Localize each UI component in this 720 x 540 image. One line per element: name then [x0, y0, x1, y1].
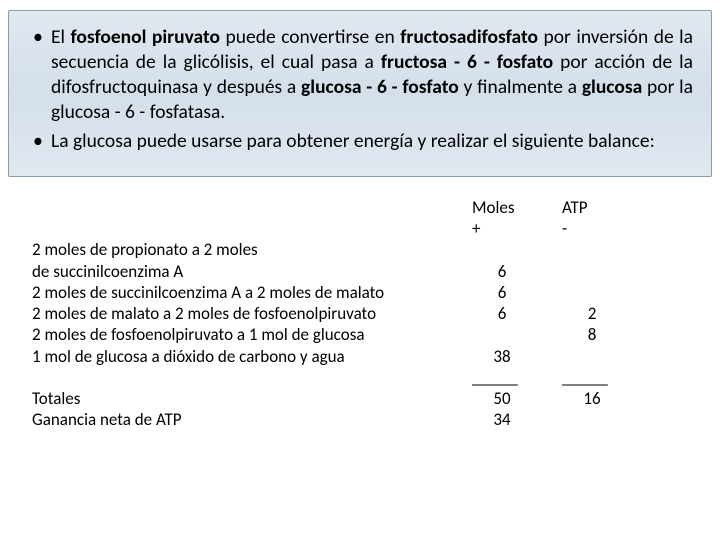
totals-row: Totales 50 16: [32, 388, 688, 409]
totals-plus: 50: [472, 388, 562, 409]
table-body: 2 moles de propionato a 2 molesde succin…: [32, 239, 688, 367]
text-segment: puede convertirse en: [226, 25, 401, 49]
totals-minus: 16: [562, 388, 662, 409]
text-segment: El: [51, 25, 71, 49]
table-row: 2 moles de succinilcoenzima A a 2 moles …: [32, 282, 688, 303]
row-desc: 2 moles de succinilcoenzima A a 2 moles …: [32, 282, 472, 303]
bullet-item-1: La glucosa puede usarse para obtener ene…: [27, 129, 693, 154]
row-plus: 6: [472, 261, 562, 282]
row-desc: de succinilcoenzima A: [32, 261, 472, 282]
text-segment: fructosadifosfato: [400, 25, 543, 49]
slide: El fosfoenol piruvato puede convertirse …: [0, 0, 720, 540]
table-header: Moles + ATP -: [32, 197, 688, 240]
text-segment: glucosa - 6 - fosfato: [301, 75, 464, 99]
row-desc: 2 moles de fosfoenolpiruvato a 1 mol de …: [32, 324, 472, 345]
text-segment: fosfoenol piruvato: [71, 25, 226, 49]
bullet-list: El fosfoenol piruvato puede convertirse …: [27, 25, 693, 154]
row-desc: 1 mol de glucosa a dióxido de carbono y …: [32, 346, 472, 367]
header-plus: Moles +: [472, 197, 562, 240]
header-desc: [32, 197, 472, 240]
net-minus: [562, 409, 662, 430]
net-plus: 34: [472, 409, 562, 430]
text-card: El fosfoenol piruvato puede convertirse …: [8, 10, 712, 177]
header-plus-top: Moles: [472, 197, 562, 218]
row-plus: 6: [472, 303, 562, 324]
row-minus: [562, 282, 662, 303]
header-minus: ATP -: [562, 197, 662, 240]
row-plus: [472, 324, 562, 345]
table-row: 2 moles de propionato a 2 moles: [32, 239, 688, 260]
row-plus: 6: [472, 282, 562, 303]
net-row: Ganancia neta de ATP 34: [32, 409, 688, 430]
row-desc: 2 moles de propionato a 2 moles: [32, 239, 472, 260]
bullet-item-0: El fosfoenol piruvato puede convertirse …: [27, 25, 693, 125]
totals-desc: Totales: [32, 388, 472, 409]
text-segment: y finalmente a: [464, 75, 582, 99]
header-minus-bot: -: [562, 218, 662, 239]
row-desc: 2 moles de malato a 2 moles de fosfoenol…: [32, 303, 472, 324]
row-plus: 38: [472, 346, 562, 367]
row-minus: 8: [562, 324, 662, 345]
row-minus: 2: [562, 303, 662, 324]
row-minus: [562, 239, 662, 260]
text-segment: fructosa - 6 - fosfato: [381, 50, 560, 74]
balance-table: Moles + ATP - 2 moles de propionato a 2 …: [8, 191, 712, 431]
text-segment: glucosa: [582, 75, 647, 99]
rule-plus: ______: [472, 367, 562, 388]
table-row: de succinilcoenzima A6: [32, 261, 688, 282]
table-row: 1 mol de glucosa a dióxido de carbono y …: [32, 346, 688, 367]
row-minus: [562, 261, 662, 282]
text-segment: La glucosa puede usarse para obtener ene…: [51, 129, 655, 153]
table-row: 2 moles de fosfoenolpiruvato a 1 mol de …: [32, 324, 688, 345]
row-minus: [562, 346, 662, 367]
table-row: 2 moles de malato a 2 moles de fosfoenol…: [32, 303, 688, 324]
rule-minus: ______: [562, 367, 662, 388]
table-rule: ______ ______: [32, 367, 688, 388]
header-minus-top: ATP: [562, 197, 662, 218]
net-desc: Ganancia neta de ATP: [32, 409, 472, 430]
header-plus-bot: +: [472, 218, 562, 239]
row-plus: [472, 239, 562, 260]
